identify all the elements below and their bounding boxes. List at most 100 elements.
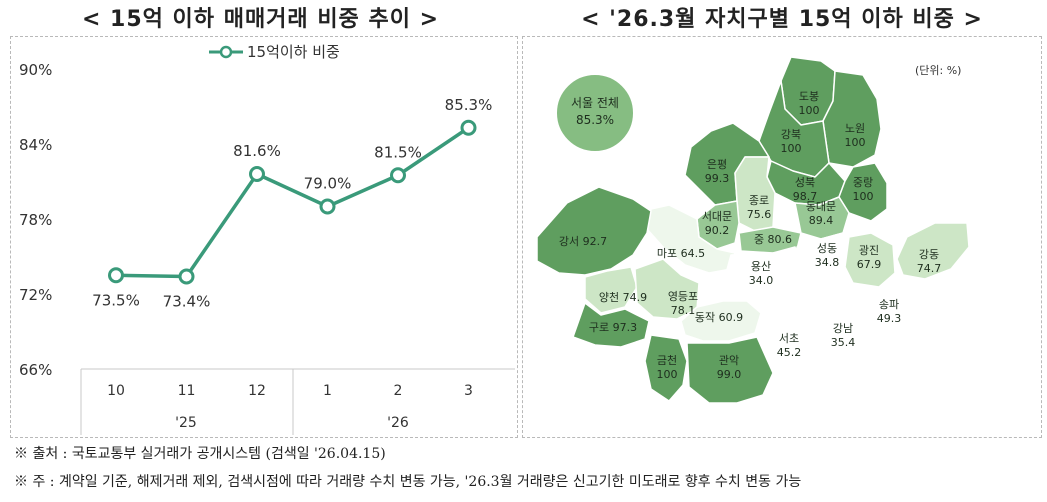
district-yangcheon <box>584 266 638 314</box>
district-value-eunpyeong: 99.3 <box>705 172 730 185</box>
district-name-seongdong: 성동 <box>817 242 837 255</box>
data-label: 85.3% <box>445 96 493 114</box>
data-label: 81.5% <box>374 143 422 161</box>
district-label-jung: 중 80.6 <box>754 233 792 246</box>
district-gangdong <box>896 222 970 280</box>
data-point <box>460 119 477 136</box>
district-name-seodaemun: 서대문 <box>702 210 732 223</box>
legend-marker-icon <box>219 45 233 59</box>
district-value-jongno: 75.6 <box>747 208 772 221</box>
x-tick-label: 3 <box>464 383 473 399</box>
y-axis-ticks: 66% 72% 78% 84% 90% <box>19 61 52 379</box>
district-name-gwangjin: 광진 <box>859 244 879 257</box>
district-label-guro: 구로 97.3 <box>589 321 637 334</box>
district-name-geumcheon: 금천 <box>657 353 677 367</box>
district-name-gangbuk: 강북 <box>781 128 801 141</box>
data-point <box>319 198 336 215</box>
x-axis-ticks: 10 11 12 1 2 3 <box>107 383 473 399</box>
data-label: 79.0% <box>304 175 352 193</box>
district-name-gangdong: 강동 <box>919 248 939 261</box>
district-seocho <box>758 298 830 388</box>
district-value-nowon: 100 <box>845 136 866 149</box>
district-name-nowon: 노원 <box>845 122 865 135</box>
district-name-songpa: 송파 <box>879 298 899 311</box>
data-label: 81.6% <box>233 142 281 160</box>
district-guro <box>572 302 650 348</box>
y-tick-label: 78% <box>19 211 52 229</box>
district-geumcheon <box>644 334 688 402</box>
district-gangseo <box>536 186 652 276</box>
legend: 15억이하 비중 <box>209 43 340 61</box>
district-label-mapo: 마포 64.5 <box>657 247 705 260</box>
source-footnote: ※ 출처 : 국토교통부 실거래가 공개시스템 (검색일 '26.04.15) <box>14 446 386 462</box>
data-label: 73.5% <box>92 291 140 309</box>
district-gwanak <box>686 336 774 404</box>
data-label: 73.4% <box>163 293 211 311</box>
district-name-dobong: 도봉 <box>799 90 819 103</box>
seoul-total-badge: 서울 전체 85.3% <box>555 73 635 153</box>
series-line <box>115 126 470 279</box>
district-value-seodaemun: 90.2 <box>705 224 730 237</box>
data-point <box>249 166 265 182</box>
data-point <box>178 268 195 285</box>
district-value-songpa: 49.3 <box>877 312 902 325</box>
data-points: 73.5% 73.4% 81.6% 79.0% 81.5% 85.3% <box>92 96 492 311</box>
district-songpa <box>866 282 954 356</box>
district-name-gangnam: 강남 <box>833 322 853 335</box>
district-value-gangnam: 35.4 <box>831 336 856 349</box>
district-value-seocho: 45.2 <box>777 346 802 359</box>
district-name-seocho: 서초 <box>779 332 799 345</box>
district-value-geumcheon: 100 <box>657 368 678 381</box>
district-gangnam <box>812 292 888 380</box>
year-label-25: '25 <box>175 415 197 431</box>
district-name-yeongdeungpo: 영등포 <box>668 290 698 303</box>
district-name-dongdaemun: 동대문 <box>806 200 836 213</box>
district-value-yeongdeungpo: 78.1 <box>671 304 696 317</box>
district-value-dongdaemun: 89.4 <box>809 214 834 227</box>
district-dongjak <box>680 300 762 342</box>
district-yongsan <box>724 246 802 300</box>
district-value-yongsan: 34.0 <box>749 274 774 287</box>
district-label-dongjak: 동작 60.9 <box>695 311 743 324</box>
district-value-dobong: 100 <box>799 104 820 117</box>
y-tick-label: 90% <box>19 61 52 79</box>
x-tick-label: 1 <box>323 383 332 399</box>
district-name-eunpyeong: 은평 <box>707 158 727 171</box>
x-tick-label: 11 <box>178 383 196 399</box>
x-tick-label: 2 <box>394 383 403 399</box>
data-point <box>390 167 406 184</box>
district-dongdaemun <box>794 196 850 240</box>
district-nowon <box>822 70 882 168</box>
district-value-gangbuk: 100 <box>781 142 802 155</box>
district-value-gangdong: 74.7 <box>917 262 942 275</box>
legend-label: 15억이하 비중 <box>247 43 340 61</box>
district-value-seongbuk: 98.7 <box>793 190 818 203</box>
district-name-jungnang: 중랑 <box>853 176 873 189</box>
district-label-yangcheon: 양천 74.9 <box>599 290 647 304</box>
district-value-gwanak: 99.0 <box>717 368 742 381</box>
note-footnote: ※ 주 : 계약일 기준, 해제거래 제외, 검색시점에 따라 거래량 수치 변… <box>14 474 802 490</box>
district-value-seongdong: 34.8 <box>815 256 840 269</box>
x-tick-label: 10 <box>107 383 125 399</box>
seoul-total-circle <box>555 73 635 153</box>
district-map-panel: 서울 전체 85.3% (단위: %) <box>522 36 1042 438</box>
right-map-title: < '26.3월 자치구별 15억 이하 비중 > <box>581 7 983 32</box>
district-name-gwanak: 관악 <box>719 354 739 367</box>
district-name-seongbuk: 성북 <box>795 176 815 189</box>
district-value-gwangjin: 67.9 <box>857 258 882 271</box>
seoul-district-map: 서울 전체 85.3% (단위: %) <box>536 56 970 404</box>
unit-label: (단위: %) <box>915 64 961 77</box>
district-shapes <box>536 56 970 404</box>
district-name-jongno: 종로 <box>749 194 769 207</box>
y-tick-label: 72% <box>19 286 52 304</box>
seoul-total-value: 85.3% <box>576 113 614 127</box>
data-point <box>108 267 124 284</box>
district-label-gangseo: 강서 92.7 <box>559 235 607 248</box>
district-gwangjin <box>844 232 896 288</box>
year-label-26: '26 <box>387 415 409 431</box>
x-tick-label: 12 <box>248 383 266 399</box>
left-chart-title: < 15억 이하 매매거래 비중 추이 > <box>81 7 440 32</box>
district-jungnang <box>838 162 888 222</box>
y-tick-label: 84% <box>19 136 52 154</box>
